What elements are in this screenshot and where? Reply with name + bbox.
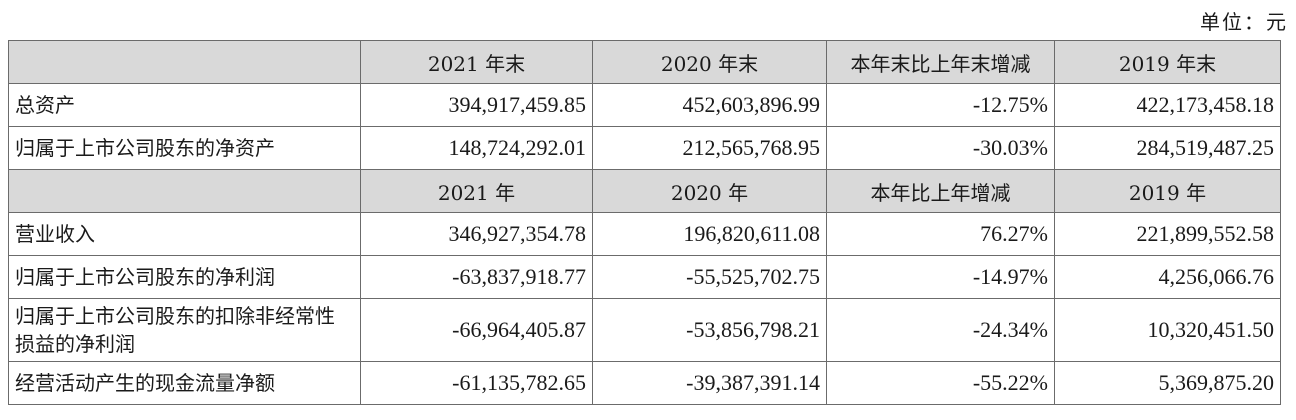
header-2020-year-end: 2020 年末 [592,40,827,84]
financial-summary-table: 2021 年末 2020 年末 本年末比上年末增减 2019 年末 总资产 39… [8,40,1281,405]
cell-2020: -53,856,798.21 [592,298,827,362]
cell-2021: 148,724,292.01 [360,126,593,170]
header-year-end-change: 本年末比上年末增减 [826,40,1055,84]
row-label: 归属于上市公司股东的扣除非经常性损益的净利润 [8,298,361,362]
header-2021-year: 2021 年 [360,169,593,213]
unit-label: 单位：元 [1200,10,1288,34]
cell-change: -14.97% [826,255,1055,299]
cell-2019: 221,899,552.58 [1054,212,1281,256]
table-row: 归属于上市公司股东的净利润 -63,837,918.77 -55,525,702… [8,255,1281,299]
cell-change: -12.75% [826,83,1055,127]
cell-change: -30.03% [826,126,1055,170]
cell-2020: 452,603,896.99 [592,83,827,127]
header-2019-year-end: 2019 年末 [1054,40,1281,84]
header-blank-cell [8,40,361,84]
cell-2020: -55,525,702.75 [592,255,827,299]
table-header-balance: 2021 年末 2020 年末 本年末比上年末增减 2019 年末 [8,40,1281,84]
cell-2019: 10,320,451.50 [1054,298,1281,362]
cell-2021: 394,917,459.85 [360,83,593,127]
table-header-income: 2021 年 2020 年 本年比上年增减 2019 年 [8,169,1281,213]
cell-change: -24.34% [826,298,1055,362]
cell-2020: -39,387,391.14 [592,361,827,405]
cell-2021: 346,927,354.78 [360,212,593,256]
cell-2019: 4,256,066.76 [1054,255,1281,299]
header-2021-year-end: 2021 年末 [360,40,593,84]
table-row: 营业收入 346,927,354.78 196,820,611.08 76.27… [8,212,1281,256]
row-label: 经营活动产生的现金流量净额 [8,361,361,405]
table-row: 经营活动产生的现金流量净额 -61,135,782.65 -39,387,391… [8,361,1281,405]
header-year-change: 本年比上年增减 [826,169,1055,213]
cell-change: 76.27% [826,212,1055,256]
cell-2020: 212,565,768.95 [592,126,827,170]
row-label: 营业收入 [8,212,361,256]
header-2020-year: 2020 年 [592,169,827,213]
cell-2020: 196,820,611.08 [592,212,827,256]
row-label: 归属于上市公司股东的净资产 [8,126,361,170]
cell-2021: -63,837,918.77 [360,255,593,299]
table-row: 总资产 394,917,459.85 452,603,896.99 -12.75… [8,83,1281,127]
cell-2019: 422,173,458.18 [1054,83,1281,127]
row-label: 总资产 [8,83,361,127]
cell-change: -55.22% [826,361,1055,405]
cell-2019: 5,369,875.20 [1054,361,1281,405]
table-row: 归属于上市公司股东的扣除非经常性损益的净利润 -66,964,405.87 -5… [8,298,1281,362]
cell-2019: 284,519,487.25 [1054,126,1281,170]
header-blank-cell [8,169,361,213]
header-2019-year: 2019 年 [1054,169,1281,213]
cell-2021: -61,135,782.65 [360,361,593,405]
cell-2021: -66,964,405.87 [360,298,593,362]
row-label: 归属于上市公司股东的净利润 [8,255,361,299]
table-row: 归属于上市公司股东的净资产 148,724,292.01 212,565,768… [8,126,1281,170]
